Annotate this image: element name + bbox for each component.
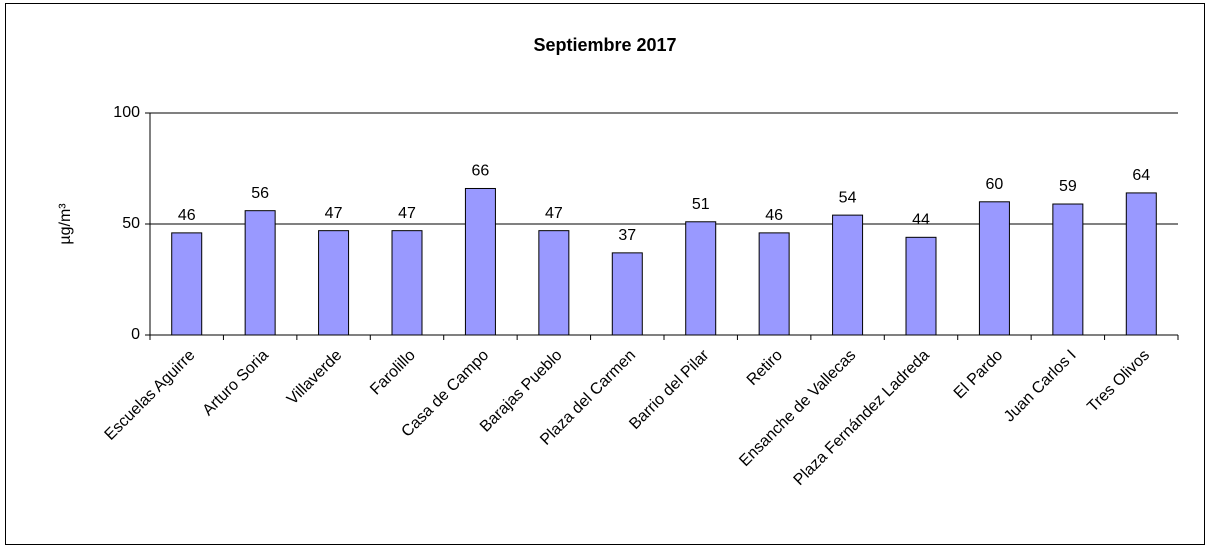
value-label: 51	[692, 196, 710, 213]
bar	[611, 252, 643, 336]
y-tick-label: 100	[113, 104, 140, 121]
value-label: 47	[398, 205, 416, 222]
y-axis-label: µg/m³	[57, 203, 74, 245]
value-label: 47	[325, 205, 343, 222]
bar	[905, 236, 937, 336]
bar	[1125, 192, 1157, 336]
value-label: 60	[986, 176, 1004, 193]
value-label: 64	[1132, 167, 1150, 184]
value-label: 54	[839, 189, 857, 206]
bar	[171, 232, 203, 336]
bar	[685, 221, 717, 336]
value-label: 44	[912, 212, 930, 229]
value-label: 66	[472, 163, 490, 180]
bar	[464, 187, 496, 336]
value-label: 46	[178, 207, 196, 224]
value-label: 47	[545, 205, 563, 222]
value-label: 56	[251, 185, 269, 202]
bar	[832, 214, 864, 336]
bar	[978, 201, 1010, 336]
chart-title: Septiembre 2017	[533, 35, 676, 55]
bar	[1052, 203, 1084, 336]
y-tick-label: 50	[122, 215, 140, 232]
value-label: 59	[1059, 178, 1077, 195]
bar	[244, 210, 276, 336]
bar	[758, 232, 790, 336]
bar	[318, 230, 350, 336]
bar	[538, 230, 570, 336]
y-tick-label: 0	[131, 326, 140, 343]
value-label: 46	[765, 207, 783, 224]
bar	[391, 230, 423, 336]
value-label: 37	[618, 227, 636, 244]
